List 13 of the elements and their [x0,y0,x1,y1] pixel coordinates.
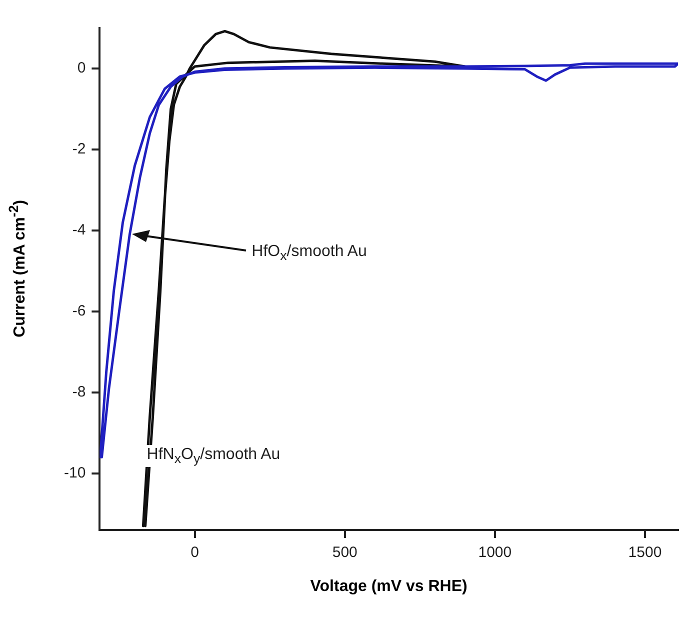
x-tick-label: 500 [332,544,358,562]
text: HfO$_{x}$/smooth Au [252,243,367,264]
y-tick-label: -6 [72,302,86,320]
x-tick-label: 0 [190,544,199,562]
y-tick-label: -8 [72,383,86,400]
x-tick-label: 1500 [628,544,662,562]
y-tick-label: -2 [72,140,86,158]
series-label: HfN$_{x}$O$_{y}$/smooth Au [144,444,282,468]
y-tick-label: -10 [64,464,86,482]
y-tick-label: 0 [77,60,86,77]
x-tick-label: 1000 [478,544,512,562]
x-axis-title: Voltage (mV vs RHE) [309,578,468,596]
y-tick-label: -4 [72,222,86,239]
